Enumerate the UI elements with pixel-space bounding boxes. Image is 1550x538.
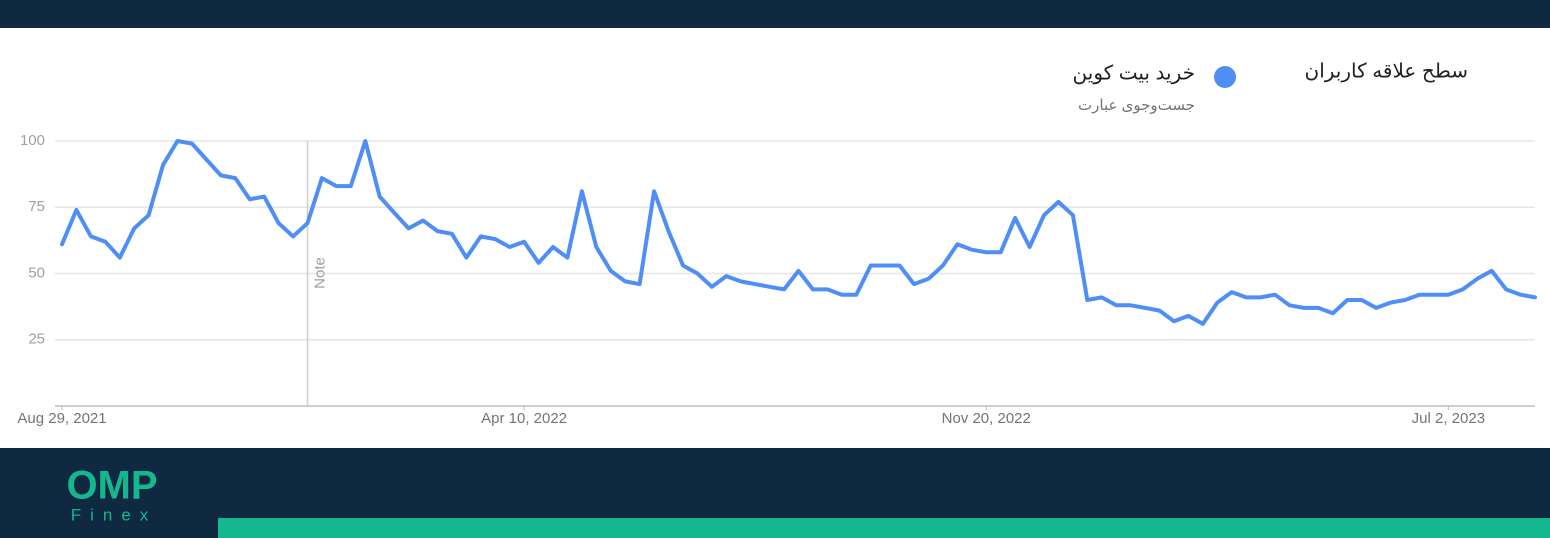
x-tick-label: Nov 20, 2022 [942, 410, 1031, 427]
y-tick-label: 50 [28, 264, 45, 281]
series-line [60, 139, 1537, 326]
y-tick-label: 100 [20, 132, 45, 149]
chart-subtitle: جست‌وجوی عبارت [1078, 97, 1195, 114]
chart-area [0, 28, 1550, 448]
footer-stripe [218, 518, 1550, 538]
y-tick-label: 25 [28, 331, 45, 348]
x-tick-label: Aug 29, 2021 [17, 410, 106, 427]
chart-title: سطح علاقه کاربران [1305, 60, 1468, 82]
x-tick-label: Jul 2, 2023 [1412, 410, 1485, 427]
annotation-label: Note [311, 257, 328, 289]
brand-tagline: Finex [71, 505, 158, 524]
legend-label: خرید بیت کوین [1073, 62, 1195, 84]
legend-marker [1214, 66, 1236, 88]
y-tick-label: 75 [28, 198, 45, 215]
brand-logo: OMP [66, 464, 157, 508]
top-band [0, 0, 1550, 28]
x-tick-label: Apr 10, 2022 [481, 410, 567, 427]
